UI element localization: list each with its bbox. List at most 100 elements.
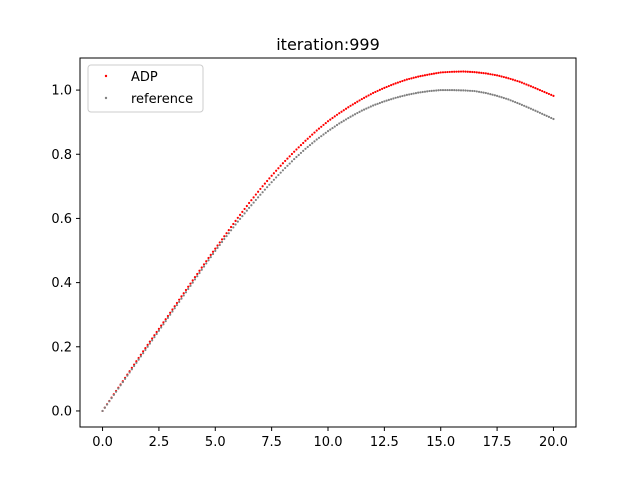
point-adp bbox=[525, 83, 528, 86]
point-adp bbox=[225, 232, 228, 235]
point-adp bbox=[381, 87, 384, 90]
point-reference bbox=[536, 110, 539, 113]
y-tick-label: 0.8 bbox=[51, 148, 72, 163]
x-tick-label: 10.0 bbox=[314, 435, 343, 450]
point-reference bbox=[184, 291, 188, 294]
point-adp bbox=[166, 314, 170, 318]
y-tick-label: 0.2 bbox=[51, 340, 72, 355]
point-reference bbox=[552, 117, 555, 121]
point-reference bbox=[135, 361, 138, 364]
point-adp bbox=[315, 129, 318, 132]
point-reference bbox=[151, 339, 154, 342]
point-reference bbox=[193, 278, 197, 281]
point-adp bbox=[250, 199, 253, 202]
point-reference bbox=[202, 265, 206, 268]
point-adp bbox=[439, 71, 442, 74]
point-adp bbox=[164, 318, 167, 321]
point-adp bbox=[266, 179, 269, 183]
point-adp bbox=[414, 76, 418, 79]
point-reference bbox=[374, 103, 377, 106]
point-reference bbox=[523, 104, 526, 107]
point-reference bbox=[538, 111, 542, 114]
point-adp bbox=[365, 95, 368, 98]
point-adp bbox=[232, 222, 235, 226]
point-reference bbox=[349, 115, 352, 118]
point-reference bbox=[381, 101, 384, 104]
point-adp bbox=[146, 343, 149, 346]
point-adp bbox=[304, 139, 307, 142]
point-reference bbox=[394, 96, 397, 99]
point-adp bbox=[281, 162, 285, 165]
point-reference bbox=[385, 99, 388, 102]
point-adp bbox=[523, 82, 526, 85]
point-reference bbox=[378, 101, 381, 105]
point-adp bbox=[480, 71, 483, 74]
point-adp bbox=[520, 81, 523, 84]
point-adp bbox=[493, 73, 496, 77]
point-adp bbox=[498, 74, 501, 78]
point-adp bbox=[466, 70, 469, 73]
point-reference bbox=[243, 212, 246, 215]
x-tick-label: 12.5 bbox=[370, 435, 399, 450]
point-reference bbox=[414, 92, 418, 95]
point-adp bbox=[547, 92, 551, 96]
point-reference bbox=[245, 209, 248, 212]
point-adp bbox=[471, 70, 474, 74]
point-reference bbox=[317, 136, 321, 139]
point-adp bbox=[272, 172, 275, 175]
point-reference bbox=[329, 128, 332, 131]
point-adp bbox=[193, 276, 197, 279]
point-adp bbox=[257, 190, 260, 193]
point-adp bbox=[295, 148, 298, 151]
point-adp bbox=[320, 125, 323, 128]
point-adp bbox=[331, 116, 334, 120]
point-adp bbox=[385, 85, 388, 89]
point-adp bbox=[196, 272, 199, 276]
point-reference bbox=[390, 98, 393, 101]
legend-marker-reference bbox=[104, 96, 108, 100]
point-reference bbox=[166, 316, 170, 320]
point-adp bbox=[268, 177, 271, 180]
point-adp bbox=[340, 110, 343, 113]
point-reference bbox=[160, 326, 163, 329]
point-reference bbox=[365, 107, 368, 110]
point-reference bbox=[175, 303, 179, 307]
point-adp bbox=[529, 85, 533, 88]
point-adp bbox=[534, 87, 537, 90]
point-adp bbox=[207, 256, 210, 260]
point-reference bbox=[295, 155, 298, 159]
point-reference bbox=[286, 164, 289, 167]
point-reference bbox=[480, 91, 483, 94]
point-adp bbox=[435, 72, 438, 75]
point-adp bbox=[482, 72, 485, 75]
point-reference bbox=[351, 114, 354, 117]
point-reference bbox=[299, 151, 303, 155]
point-reference bbox=[105, 403, 109, 406]
point-adp bbox=[444, 71, 447, 74]
point-reference bbox=[275, 176, 278, 179]
point-adp bbox=[245, 204, 248, 208]
point-reference bbox=[119, 384, 122, 387]
point-adp bbox=[403, 79, 406, 82]
y-tick-label: 0.0 bbox=[51, 404, 72, 419]
point-reference bbox=[527, 106, 530, 109]
point-adp bbox=[171, 308, 174, 311]
point-reference bbox=[369, 105, 372, 108]
point-reference bbox=[180, 297, 183, 300]
point-adp bbox=[137, 356, 140, 360]
point-adp bbox=[333, 115, 336, 118]
point-adp bbox=[459, 70, 463, 73]
point-adp bbox=[412, 76, 415, 79]
point-reference bbox=[477, 90, 481, 93]
point-reference bbox=[471, 89, 474, 93]
point-reference bbox=[421, 90, 424, 94]
point-reference bbox=[211, 252, 215, 256]
point-reference bbox=[396, 96, 399, 99]
point-reference bbox=[306, 145, 309, 149]
point-adp bbox=[335, 113, 339, 116]
point-reference bbox=[455, 89, 458, 92]
point-reference bbox=[541, 112, 544, 115]
point-reference bbox=[491, 93, 494, 96]
point-adp bbox=[180, 295, 183, 298]
point-reference bbox=[232, 226, 235, 229]
